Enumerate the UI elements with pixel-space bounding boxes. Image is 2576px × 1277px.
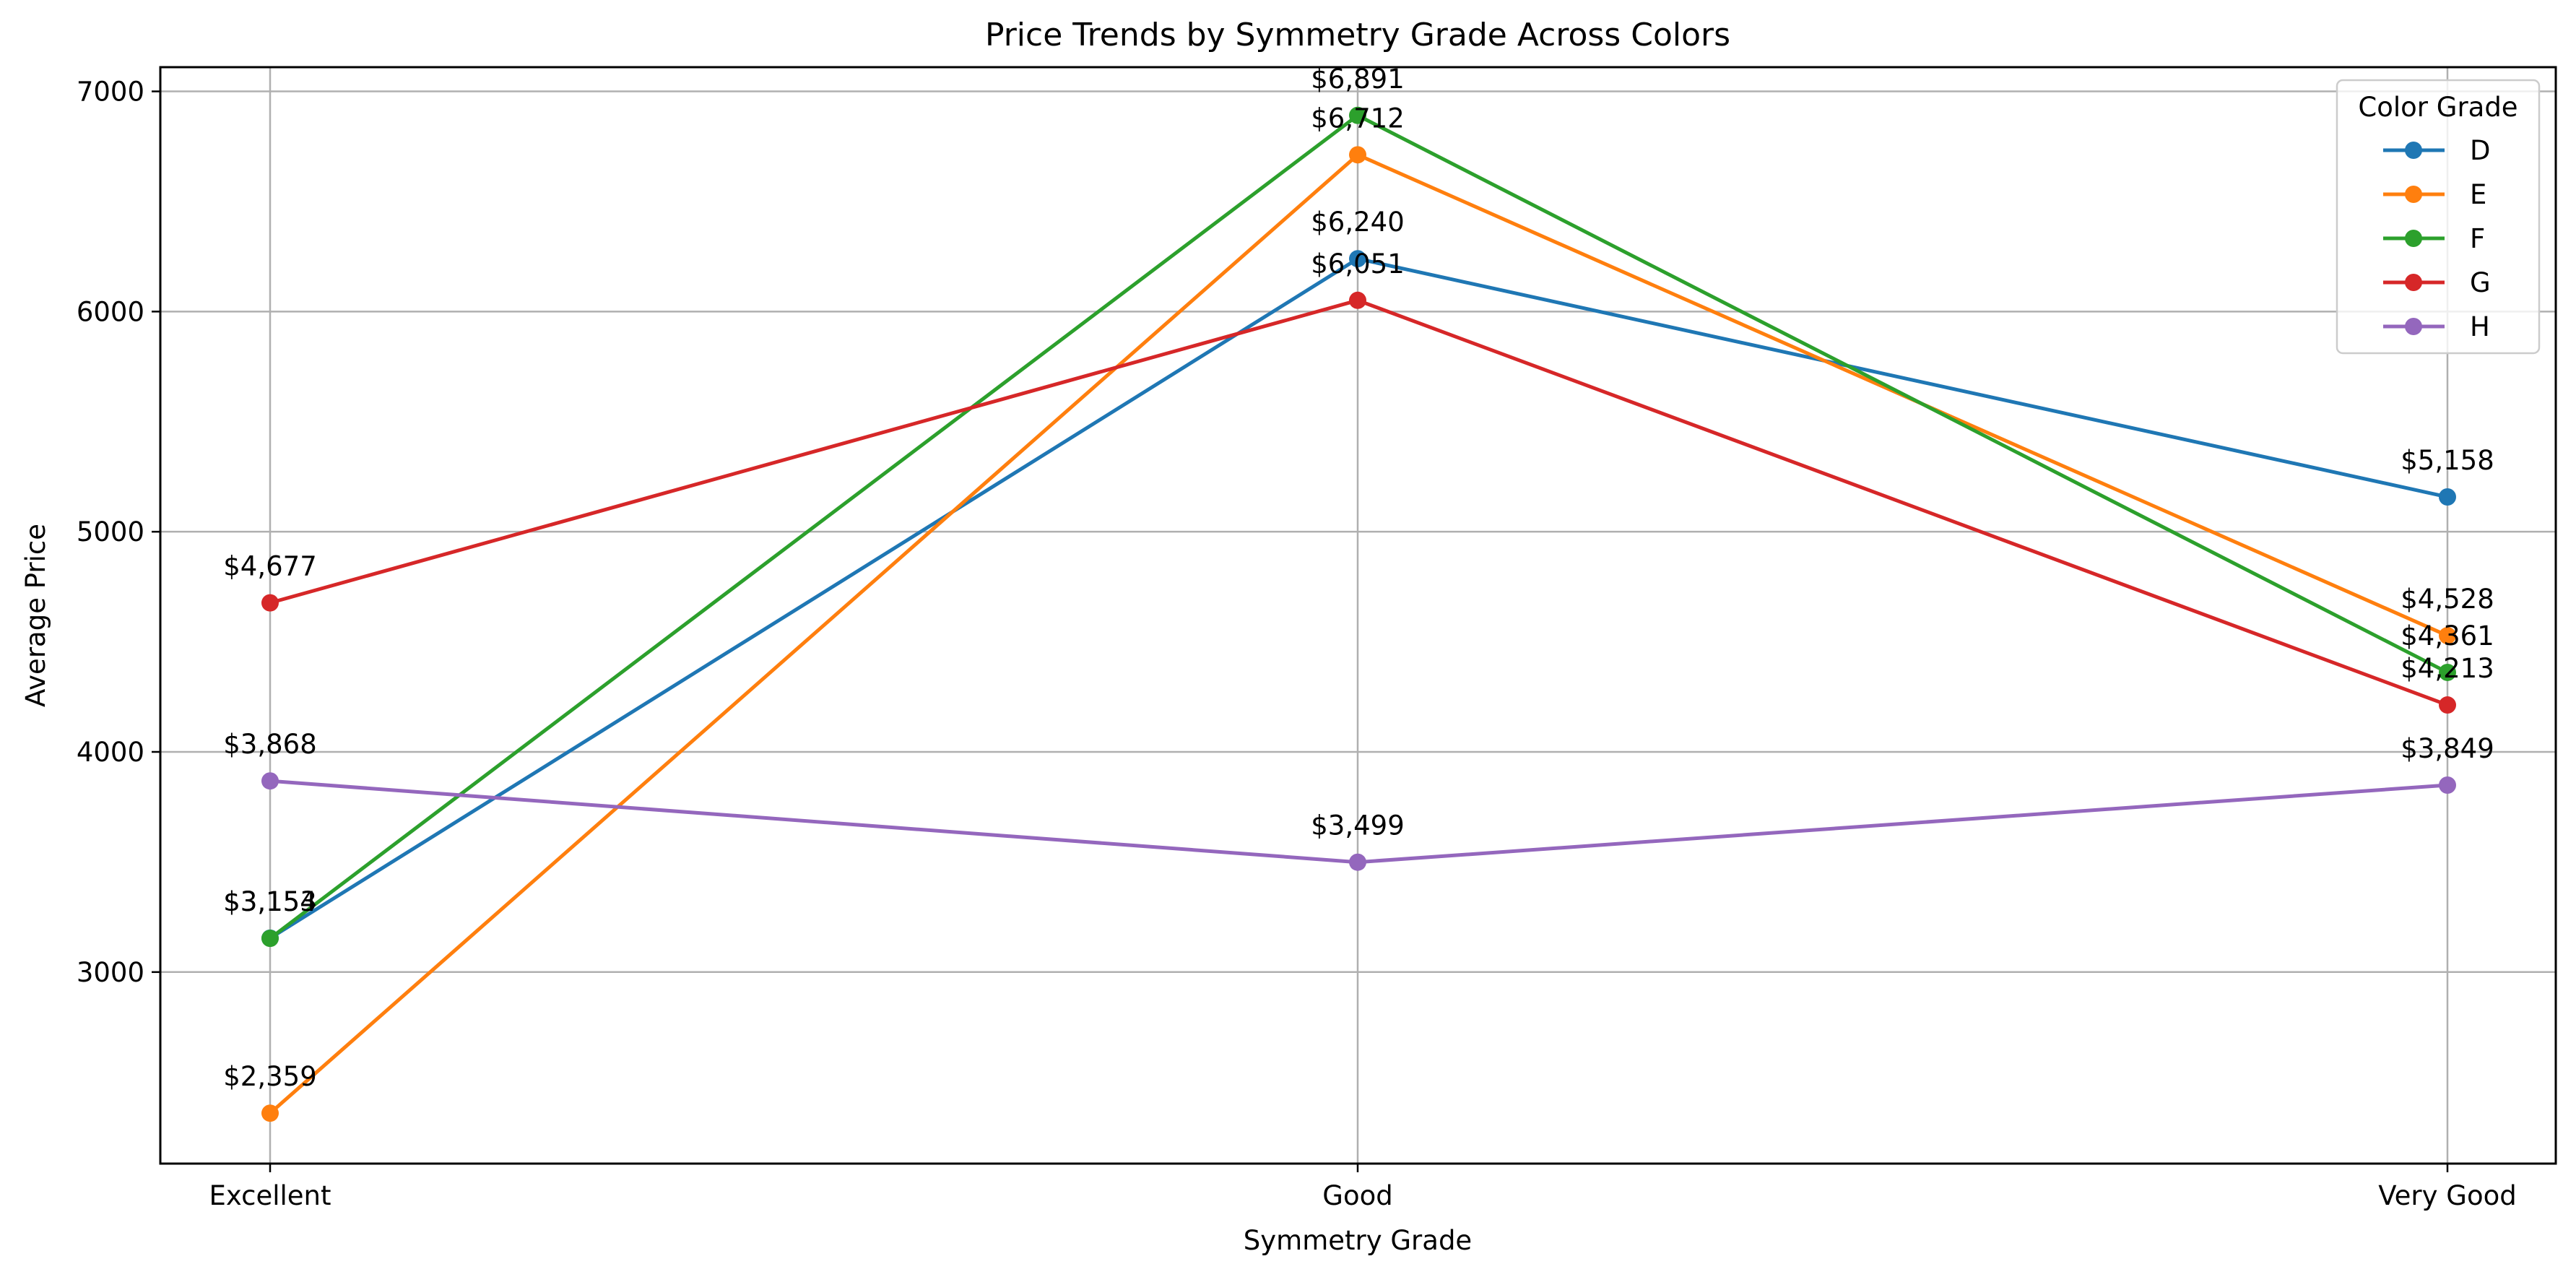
x-tick-label: Excellent: [209, 1180, 331, 1211]
y-tick-label: 6000: [77, 296, 144, 327]
x-axis-label: Symmetry Grade: [1244, 1225, 1472, 1256]
legend-label-g: G: [2470, 267, 2491, 298]
series-lines: [261, 106, 2456, 1122]
data-point-d: [2439, 488, 2456, 506]
y-tick-label: 5000: [77, 516, 144, 547]
legend-marker-f: [2405, 230, 2422, 247]
data-label: $6,051: [1311, 248, 1404, 280]
data-label: $4,677: [223, 551, 316, 582]
legend-label-f: F: [2470, 223, 2485, 254]
legend-marker-g: [2405, 274, 2422, 291]
legend-marker-h: [2405, 318, 2422, 335]
data-point-h: [1349, 853, 1366, 871]
data-label: $6,240: [1311, 207, 1404, 238]
data-point-e: [261, 1104, 279, 1122]
x-axis: Excellent Good Very Good: [209, 1164, 2517, 1211]
chart-title: Price Trends by Symmetry Grade Across Co…: [985, 17, 1730, 53]
data-label: $6,712: [1311, 103, 1404, 134]
legend-marker-e: [2405, 186, 2422, 203]
data-point-g: [261, 594, 279, 612]
data-label: $3,499: [1311, 810, 1404, 841]
data-point-d: [1349, 250, 1366, 268]
data-point-g: [1349, 291, 1366, 309]
data-label: $3,849: [2401, 733, 2494, 764]
data-label: $2,359: [223, 1061, 316, 1092]
y-tick-label: 3000: [77, 957, 144, 988]
data-point-h: [261, 772, 279, 790]
y-axis-label: Average Price: [20, 524, 51, 707]
data-point-h: [2439, 776, 2456, 795]
x-tick-label: Good: [1322, 1180, 1392, 1211]
data-point-g: [2439, 696, 2456, 714]
legend-label-d: D: [2470, 135, 2491, 166]
data-point-e: [2439, 627, 2456, 645]
data-labels: $3,154 $6,240 $5,158 $2,359 $6,712 $4,528 $3,1…: [223, 64, 2494, 1092]
data-label: $4,213: [2401, 653, 2494, 684]
data-label: $3,154: [223, 886, 316, 917]
legend-label-e: E: [2470, 179, 2486, 210]
y-tick-label: 4000: [77, 737, 144, 768]
legend-marker-d: [2405, 142, 2422, 159]
data-point-f: [1349, 106, 1366, 124]
data-point-e: [1349, 146, 1366, 164]
legend-label-h: H: [2470, 311, 2490, 342]
data-label: $5,158: [2401, 445, 2494, 476]
y-tick-label: 7000: [77, 77, 144, 108]
x-tick-label: Very Good: [2378, 1180, 2517, 1211]
data-label: $4,361: [2401, 620, 2494, 652]
data-label: $4,528: [2401, 584, 2494, 615]
y-axis: 3000 4000 5000 6000 7000: [77, 77, 160, 988]
data-label: $3,153: [223, 886, 316, 917]
data-label: $3,868: [223, 729, 316, 760]
data-point-f: [261, 930, 279, 948]
legend-title: Color Grade: [2358, 92, 2518, 123]
data-point-f: [2439, 663, 2456, 681]
data-label: $6,891: [1311, 64, 1404, 95]
